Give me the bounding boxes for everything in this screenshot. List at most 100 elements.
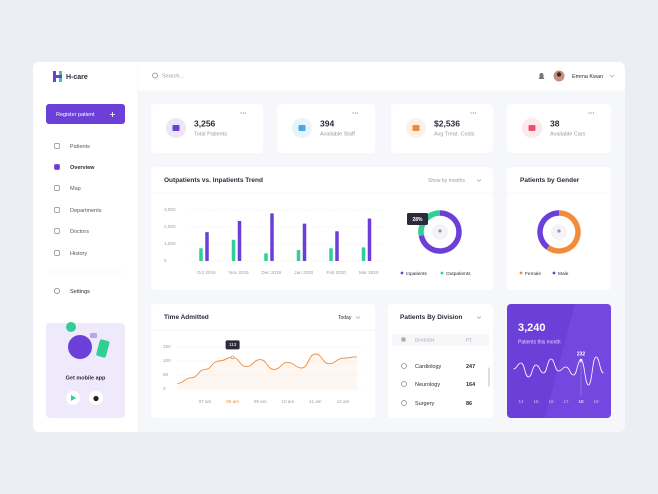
y-tick-label: 3,000 [164, 207, 176, 212]
bar [302, 223, 307, 261]
stat-label: Avg Treat. Costs [434, 131, 475, 137]
more-icon[interactable] [354, 112, 356, 114]
stat-icon [412, 125, 420, 131]
menu-item[interactable]: Patients [70, 144, 90, 150]
bar [231, 239, 236, 261]
bar [237, 221, 242, 261]
promo-art [90, 333, 97, 338]
x-tick-label: 16 [548, 399, 554, 404]
card-title: Patients by Gender [520, 177, 580, 184]
filter[interactable]: Today [338, 315, 352, 321]
menu-icon [54, 207, 60, 213]
division-name: Neurology [415, 382, 440, 388]
x-tick-label: 10 am [281, 399, 294, 404]
x-tick-label: 12 am [337, 399, 350, 404]
more-icon[interactable] [588, 112, 590, 114]
legend-label: Male [558, 271, 569, 277]
menu-item[interactable]: Departments [70, 208, 102, 214]
table-header-bg [392, 334, 489, 346]
bell-icon[interactable] [538, 73, 545, 79]
register-button[interactable]: Register patient [46, 104, 125, 124]
user-name[interactable]: Emma Kwan [572, 74, 603, 80]
line-area [177, 354, 357, 389]
more-icon[interactable] [474, 112, 476, 114]
promo-art [66, 322, 76, 332]
bar [296, 249, 301, 261]
chevron[interactable] [355, 316, 361, 319]
donut-icon [557, 229, 561, 233]
menu-icon [54, 143, 60, 149]
y-tick-label: 2,000 [164, 224, 176, 229]
card-shade [545, 304, 611, 418]
topbar [138, 62, 625, 91]
bar [205, 232, 209, 261]
button-bg [46, 104, 125, 124]
y-tick-label: 150 [163, 344, 171, 349]
menu-item[interactable]: Overview [70, 165, 95, 171]
y-tick-label: 1,000 [164, 241, 176, 246]
menu-item[interactable]: Doctors [70, 229, 89, 235]
logo[interactable]: H-care [53, 71, 88, 82]
division-icon [401, 400, 407, 406]
more-icon[interactable] [244, 112, 246, 114]
menu-item[interactable]: Map [70, 186, 81, 192]
bar [329, 248, 333, 261]
search-input[interactable]: Search... [162, 73, 184, 79]
x-tick-label: Oct 2019 [197, 270, 216, 275]
donut-segment [418, 210, 462, 254]
donut-segment [546, 210, 581, 254]
x-tick-label: 11 am [309, 399, 322, 404]
x-tick-label: 07 am [199, 399, 212, 404]
x-tick-label: 15 [533, 399, 539, 404]
menu-item[interactable]: History [70, 251, 87, 257]
chevron[interactable] [476, 316, 482, 319]
bar [199, 248, 203, 261]
more-icon[interactable] [352, 112, 354, 114]
more-icon[interactable] [590, 112, 592, 114]
x-tick-label: 09 am [254, 399, 267, 404]
month-label: Patients this month [518, 339, 561, 345]
y-tick-label: 50 [163, 372, 169, 377]
apple-icon [93, 395, 99, 402]
settings-item[interactable]: Settings [70, 289, 90, 295]
data-label: 113 [229, 342, 237, 347]
logo-mark [53, 75, 62, 78]
stat-label: Available Staff [320, 131, 355, 137]
bar [270, 213, 274, 261]
x-tick-label: Feb 2020 [327, 270, 347, 275]
table-header: PT. [466, 338, 472, 343]
more-icon[interactable] [592, 112, 595, 114]
chevron[interactable] [476, 179, 482, 182]
data-label: 232 [577, 352, 586, 358]
y-tick-label: 100 [163, 358, 171, 363]
point [579, 358, 583, 362]
legend-swatch [440, 271, 444, 275]
search-icon [152, 72, 158, 79]
card [391, 104, 493, 153]
card-title: Patients By Division [400, 314, 463, 321]
stat-icon [528, 125, 536, 131]
bar [264, 253, 268, 261]
division-name: Cardiology [415, 364, 442, 370]
more-icon[interactable] [356, 112, 358, 114]
card [277, 104, 375, 153]
division-name: Surgery [415, 401, 435, 407]
user-chevron[interactable] [609, 74, 615, 78]
bar [335, 231, 339, 261]
play-icon [71, 395, 76, 401]
month-value: 3,240 [518, 322, 546, 334]
filter[interactable]: Show by months [428, 178, 465, 184]
more-icon[interactable] [470, 112, 472, 114]
donut-icon [438, 229, 442, 233]
brand: H-care [66, 74, 88, 81]
more-icon[interactable] [240, 112, 242, 114]
donut-segment [537, 210, 560, 250]
more-icon[interactable] [472, 112, 474, 114]
more-icon[interactable] [242, 112, 244, 114]
bar [361, 247, 366, 261]
button-label: Register patient [56, 112, 95, 118]
x-tick-label: Nov 2019 [229, 270, 249, 275]
card [151, 104, 263, 153]
card [151, 167, 493, 290]
